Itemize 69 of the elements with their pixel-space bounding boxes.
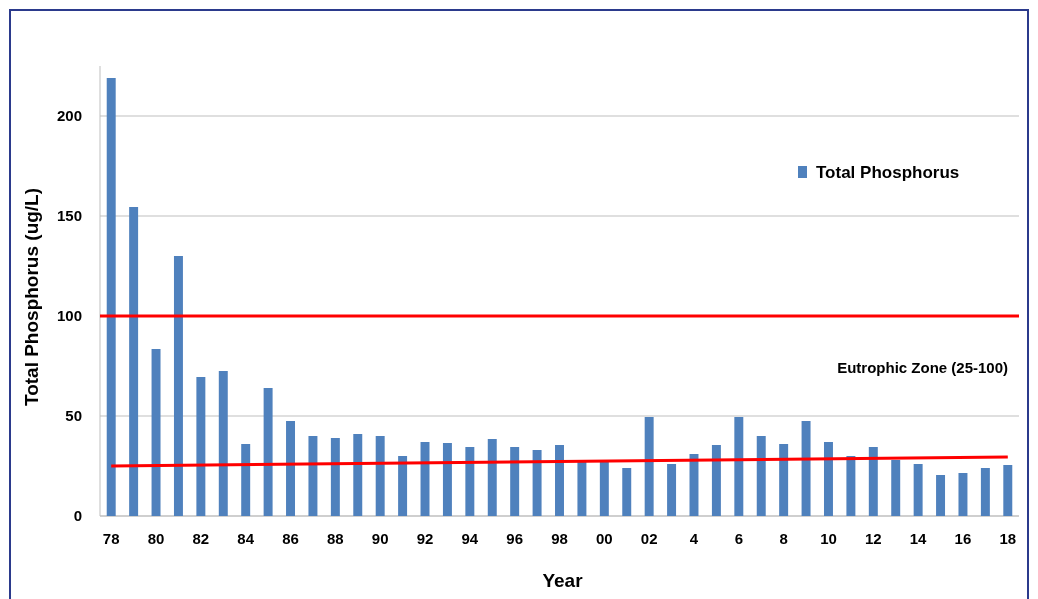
- bar: [980, 468, 990, 516]
- bar: [196, 377, 206, 516]
- bar: [129, 207, 139, 516]
- x-tick-label: 90: [371, 530, 389, 547]
- bar: [465, 447, 475, 516]
- x-tick-label: 92: [416, 530, 434, 547]
- x-tick-label: 16: [954, 530, 972, 547]
- annotation: Eutrophic Zone (25-100): [837, 359, 1008, 376]
- y-axis-title: Total Phosphorus (ug/L): [21, 187, 42, 407]
- x-tick-label: 78: [102, 530, 120, 547]
- bar: [308, 436, 318, 516]
- bar: [263, 388, 273, 516]
- x-tick-label: 84: [237, 530, 255, 547]
- bar: [353, 434, 363, 516]
- bar: [577, 462, 587, 516]
- x-tick-label: 10: [820, 530, 837, 547]
- bar: [286, 421, 296, 516]
- bar: [151, 349, 161, 516]
- bar: [241, 444, 251, 516]
- x-tick-label: 6: [734, 530, 743, 547]
- y-tick-label: 150: [56, 207, 82, 225]
- bar: [801, 421, 811, 516]
- x-tick-label: 88: [327, 530, 344, 547]
- x-tick-label: 14: [909, 530, 928, 547]
- x-tick-label: 86: [282, 530, 299, 547]
- x-tick-label: 12: [864, 530, 882, 547]
- y-tick-label: 0: [73, 507, 82, 525]
- y-tick-label: 100: [56, 307, 82, 325]
- bar: [644, 417, 654, 516]
- bar: [442, 443, 452, 516]
- bar: [173, 256, 183, 516]
- x-tick-label: 94: [461, 530, 479, 547]
- x-tick-label: 00: [595, 530, 613, 547]
- x-tick-label: 02: [640, 530, 658, 547]
- y-tick-label: 50: [65, 407, 82, 425]
- bar: [779, 444, 789, 516]
- x-tick-label: 98: [551, 530, 568, 547]
- bar: [555, 445, 564, 516]
- bar: [913, 464, 923, 516]
- bar: [756, 436, 766, 516]
- bar: [823, 442, 833, 516]
- bar: [532, 450, 542, 516]
- bar: [868, 447, 878, 516]
- x-tick-label: 18: [999, 530, 1017, 547]
- bar: [510, 447, 520, 516]
- bar: [599, 462, 609, 516]
- bar: [667, 464, 677, 516]
- x-tick-label: 82: [192, 530, 210, 547]
- bar: [622, 468, 632, 516]
- bar: [375, 436, 385, 516]
- x-tick-label: 4: [689, 530, 699, 547]
- bar: [398, 456, 408, 516]
- bar: [734, 417, 744, 516]
- x-axis-title: Year: [542, 570, 584, 591]
- bar: [487, 439, 497, 516]
- bar: [1003, 465, 1013, 516]
- bar: [846, 456, 856, 516]
- legend-label: Total Phosphorus: [816, 162, 960, 182]
- bar: [106, 78, 116, 516]
- bar: [218, 371, 228, 516]
- x-tick-label: 8: [779, 530, 788, 547]
- x-tick-label: 80: [147, 530, 165, 547]
- y-tick-label: 200: [56, 107, 82, 125]
- bar: [330, 438, 340, 516]
- bar: [891, 460, 901, 516]
- bar: [936, 475, 946, 516]
- bar: [958, 473, 968, 516]
- bar: [711, 445, 721, 516]
- x-tick-label: 96: [506, 530, 524, 547]
